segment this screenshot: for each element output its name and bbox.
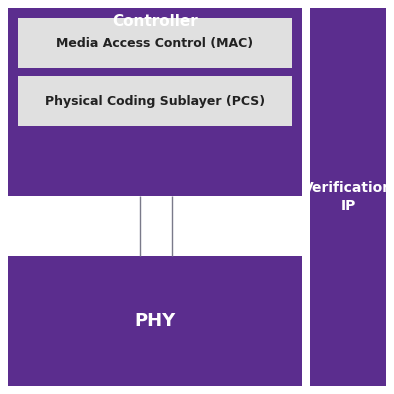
Bar [310, 8, 386, 386]
Bar [18, 18, 292, 68]
Text: Media Access Control (MAC): Media Access Control (MAC) [56, 37, 254, 50]
Bar [18, 76, 292, 126]
Text: Verification
IP: Verification IP [303, 181, 393, 213]
Text: Controller: Controller [112, 13, 198, 28]
Bar [8, 8, 302, 196]
Text: Physical Coding Sublayer (PCS): Physical Coding Sublayer (PCS) [45, 95, 265, 108]
Bar [8, 256, 302, 386]
Text: PHY: PHY [134, 312, 176, 330]
